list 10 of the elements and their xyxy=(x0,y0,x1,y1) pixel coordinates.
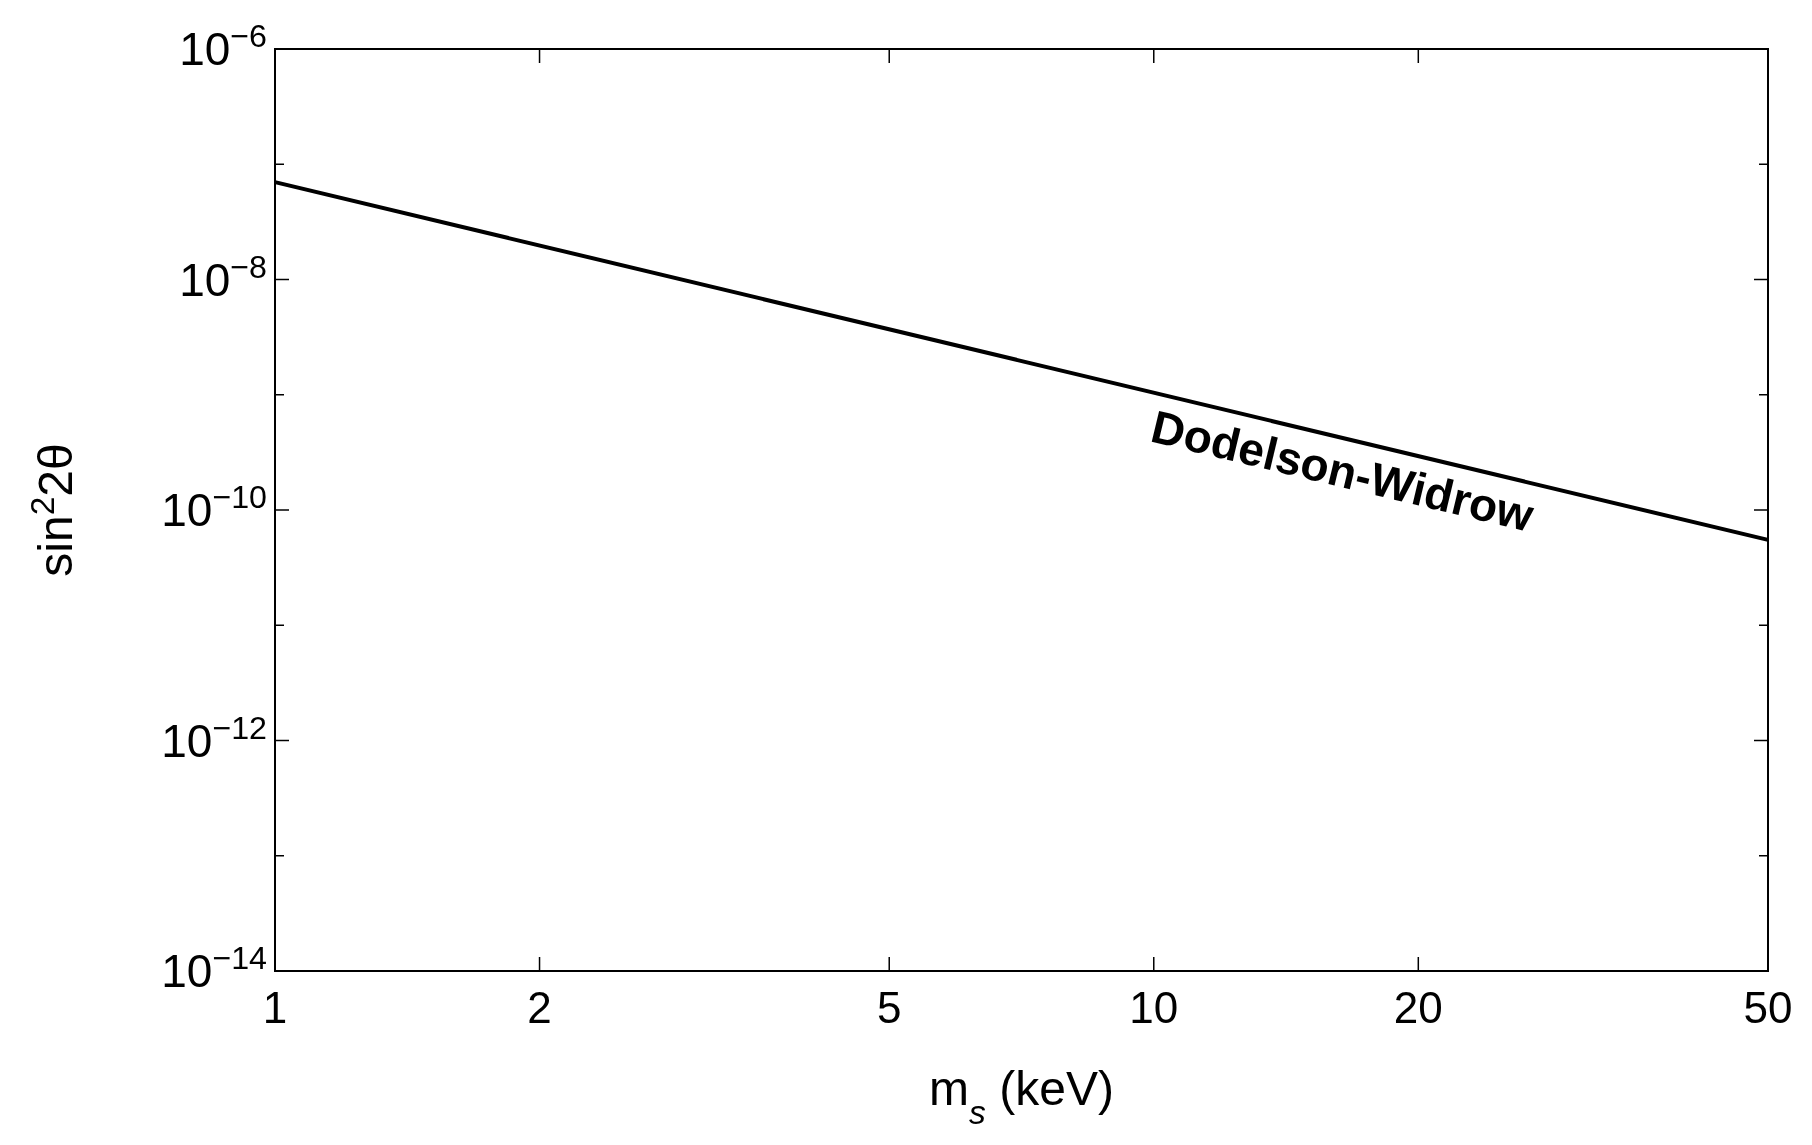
x-tick-label: 5 xyxy=(876,983,902,1032)
y-tick-label: 10$^{−6}$ xyxy=(179,18,267,75)
y-tick-label: 10$^{−10}$ xyxy=(161,479,267,536)
x-tick-label: 50 xyxy=(1743,983,1793,1032)
x-tick-label: 20 xyxy=(1393,983,1443,1032)
x-axis-title: m$_{s}$ (keV) xyxy=(929,1062,1114,1131)
x-tick-label: 2 xyxy=(527,983,552,1032)
y-tick-label: 10$^{−12}$ xyxy=(161,709,267,767)
x-tick-label: 10 xyxy=(1129,983,1179,1032)
y-tick-label: 10$^{−8}$ xyxy=(179,248,267,306)
